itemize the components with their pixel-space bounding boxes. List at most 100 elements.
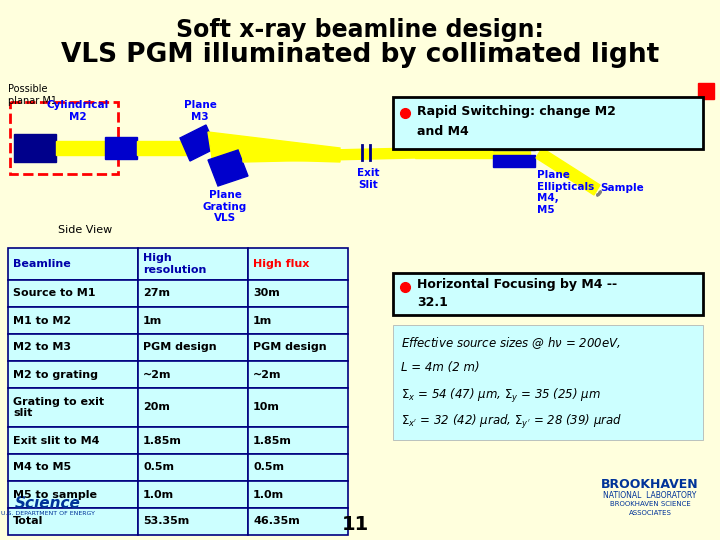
Bar [8,388,138,427]
Bar [10,102,118,174]
Text: and M4: and M4 [417,125,469,138]
Bar [8,481,138,508]
Bar [248,361,348,388]
Text: Exit slit to M4: Exit slit to M4 [13,435,99,445]
Polygon shape [493,138,535,150]
Bar [138,280,248,307]
Polygon shape [535,118,563,148]
Text: 11: 11 [341,515,369,534]
Text: M1 to M2: M1 to M2 [13,315,71,326]
Bar [137,141,189,155]
Bar [248,481,348,508]
Bar [248,388,348,427]
Text: 1.85m: 1.85m [253,435,292,445]
Text: BROOKHAVEN: BROOKHAVEN [601,478,699,491]
Text: 46.35m: 46.35m [253,516,300,526]
Bar [698,83,714,99]
Text: 1.85m: 1.85m [143,435,182,445]
Bar [8,454,138,481]
Bar [248,307,348,334]
Text: Soft x-ray beamline design:: Soft x-ray beamline design: [176,18,544,42]
Text: High flux: High flux [253,259,310,269]
Bar [248,427,348,454]
Text: M2 to M3: M2 to M3 [13,342,71,353]
Text: Plane
M3: Plane M3 [184,100,217,122]
Text: High
resolution: High resolution [143,253,207,275]
Text: Science: Science [15,496,81,511]
Text: Sample: Sample [600,183,644,193]
Text: L = 4m (2 m): L = 4m (2 m) [401,361,480,374]
Bar [8,307,138,334]
Text: Rapid Switching: change M2: Rapid Switching: change M2 [417,105,616,118]
Bar [138,307,248,334]
Text: VLS PGM illuminated by collimated light: VLS PGM illuminated by collimated light [61,42,659,68]
Bar [8,248,138,280]
Bar [248,248,348,280]
Text: 32.1: 32.1 [417,296,448,309]
Bar [393,325,703,440]
Bar [248,280,348,307]
Bar [138,248,248,280]
Polygon shape [415,148,530,158]
Polygon shape [208,150,248,186]
Text: Plane
Ellipticals
M4,
M5: Plane Ellipticals M4, M5 [537,170,594,215]
Text: 0.5m: 0.5m [253,462,284,472]
Bar [8,427,138,454]
Text: 53.35m: 53.35m [143,516,189,526]
Text: Grating to exit
slit: Grating to exit slit [13,397,104,418]
Bar [56,141,108,155]
Text: 10m: 10m [253,402,280,413]
Text: 20m: 20m [143,402,170,413]
Bar [8,280,138,307]
Bar [8,361,138,388]
Bar [8,508,138,535]
Bar [248,508,348,535]
Text: Beamline: Beamline [13,259,71,269]
Bar [8,334,138,361]
Bar [138,481,248,508]
Text: Effective source sizes @ h$\nu$ = 200eV,: Effective source sizes @ h$\nu$ = 200eV, [401,335,621,351]
Polygon shape [208,132,340,162]
Text: PGM design: PGM design [143,342,217,353]
Bar [138,508,248,535]
Bar [393,273,703,315]
Text: Side View: Side View [58,225,112,235]
Polygon shape [536,148,600,195]
Text: Possible
planar M1: Possible planar M1 [8,84,57,106]
Text: U.S. DEPARTMENT OF ENERGY: U.S. DEPARTMENT OF ENERGY [1,511,95,516]
Text: 1m: 1m [143,315,162,326]
Text: Exit
Slit: Exit Slit [356,168,379,190]
Bar [393,97,703,149]
Polygon shape [180,125,216,161]
Text: 0.5m: 0.5m [143,462,174,472]
Text: NATIONAL  LABORATORY: NATIONAL LABORATORY [603,491,697,500]
Text: Source to M1: Source to M1 [13,288,96,299]
Text: ASSOCIATES: ASSOCIATES [629,510,672,516]
Text: 1.0m: 1.0m [143,489,174,500]
Text: 27m: 27m [143,288,170,299]
Text: $\Sigma_{x'}$ = 32 (42) $\mu$rad, $\Sigma_{y'}$ = 28 (39) $\mu$rad: $\Sigma_{x'}$ = 32 (42) $\mu$rad, $\Sigm… [401,413,622,431]
Text: PGM design: PGM design [253,342,327,353]
Text: 30m: 30m [253,288,280,299]
Bar [138,388,248,427]
Text: M4 to M5: M4 to M5 [13,462,71,472]
Text: ~2m: ~2m [253,369,282,380]
Text: Horizontal Focusing by M4 --: Horizontal Focusing by M4 -- [417,278,617,291]
Text: $\Sigma_x$ = 54 (47) $\mu$m, $\Sigma_y$ = 35 (25) $\mu$m: $\Sigma_x$ = 54 (47) $\mu$m, $\Sigma_y$ … [401,387,600,405]
Bar [248,334,348,361]
Text: Cylindrical
M2: Cylindrical M2 [47,100,109,122]
Text: M2 to grating: M2 to grating [13,369,98,380]
Text: Plane
Grating
VLS: Plane Grating VLS [203,190,247,223]
Text: 1m: 1m [253,315,272,326]
Bar [138,454,248,481]
Text: Total: Total [13,516,43,526]
Bar [138,334,248,361]
Text: ~2m: ~2m [143,369,171,380]
Polygon shape [243,148,415,162]
Bar [14,134,56,162]
Text: M5 to sample: M5 to sample [13,489,97,500]
Text: 1.0m: 1.0m [253,489,284,500]
Bar [138,361,248,388]
Text: BROOKHAVEN SCIENCE: BROOKHAVEN SCIENCE [610,501,690,507]
Bar [248,454,348,481]
